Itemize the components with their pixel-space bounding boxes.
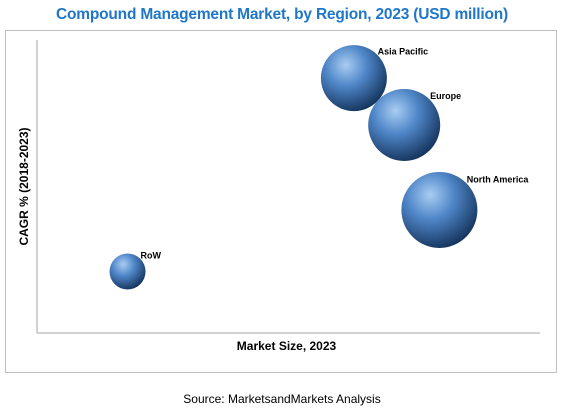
y-axis-label: CAGR % (2018-2023)	[17, 127, 31, 245]
bubble-label-north-america: North America	[467, 175, 530, 185]
chart-title: Compound Management Market, by Region, 2…	[56, 6, 508, 23]
chart-axes	[36, 40, 540, 334]
bubble-series: Asia Pacific Europe North America RoW	[109, 45, 530, 290]
source-note: Source: MarketsandMarkets Analysis	[183, 392, 381, 406]
bubble-label-europe: Europe	[430, 91, 461, 101]
chart-frame	[5, 30, 557, 373]
bubble-north-america	[401, 171, 478, 248]
bubble-label-asia-pacific: Asia Pacific	[378, 46, 429, 56]
x-axis-label: Market Size, 2023	[237, 339, 337, 353]
bubble-europe	[368, 88, 441, 161]
bubble-row	[109, 253, 146, 290]
bubble-label-row: RoW	[141, 251, 162, 261]
bubble-asia-pacific	[320, 45, 387, 112]
